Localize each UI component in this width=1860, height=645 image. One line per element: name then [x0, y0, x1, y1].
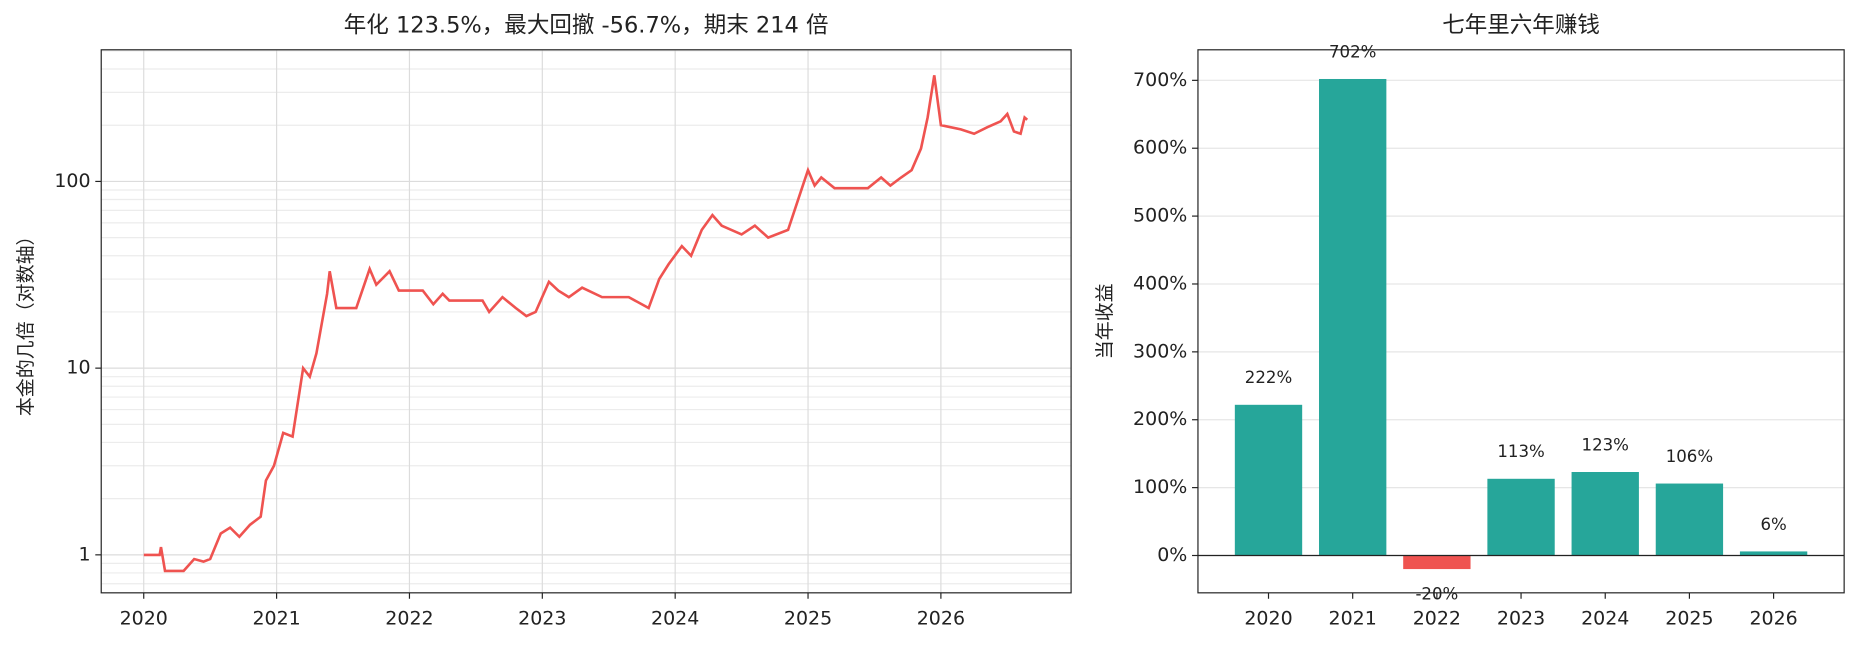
- value-label: -20%: [1415, 585, 1458, 604]
- x-tick-label: 2023: [1497, 607, 1545, 629]
- y-tick-label: 600%: [1133, 137, 1187, 159]
- y-tick-label: 100: [54, 170, 90, 192]
- y-tick-label: 10: [66, 357, 90, 379]
- plot-frame: [100, 49, 1072, 594]
- x-tick-label: 2024: [1581, 607, 1629, 629]
- value-label: 702%: [1329, 42, 1376, 61]
- x-tick-label: 2021: [252, 607, 300, 629]
- x-tick-label: 2024: [651, 607, 699, 629]
- x-tick-label: 2025: [1665, 607, 1713, 629]
- value-label: 6%: [1760, 515, 1786, 534]
- bar: [1655, 483, 1724, 556]
- y-tick-label: 100%: [1133, 476, 1187, 498]
- y-axis-label: 本金的几倍（对数轴）: [15, 226, 37, 416]
- bar: [1319, 78, 1387, 556]
- value-label: 106%: [1666, 447, 1713, 466]
- x-tick-label: 2026: [1749, 607, 1797, 629]
- bar: [1571, 472, 1639, 556]
- bar: [1403, 555, 1471, 570]
- x-tick-label: 2026: [917, 607, 965, 629]
- x-tick-label: 2025: [784, 607, 832, 629]
- y-tick-label: 700%: [1133, 69, 1187, 91]
- y-tick-label: 200%: [1133, 408, 1187, 430]
- y-axis-label: 当年收益: [1094, 283, 1116, 359]
- chart-title: 七年里六年赚钱: [1442, 13, 1600, 39]
- bar: [1739, 551, 1808, 556]
- x-tick-label: 2020: [1244, 607, 1292, 629]
- value-label: 222%: [1245, 368, 1292, 387]
- x-tick-label: 2020: [120, 607, 168, 629]
- value-label: 113%: [1497, 442, 1544, 461]
- y-tick-label: 300%: [1133, 340, 1187, 362]
- y-tick-label: 1: [78, 543, 90, 565]
- plot-frame: [1197, 49, 1845, 594]
- line: [143, 75, 1029, 573]
- chart-title: 年化 123.5%，最大回撤 -56.7%，期末 214 倍: [344, 13, 829, 39]
- bar: [1234, 404, 1303, 556]
- value-label: 123%: [1582, 435, 1629, 454]
- x-tick-label: 2022: [1413, 607, 1461, 629]
- x-tick-label: 2021: [1329, 607, 1377, 629]
- bar: [1487, 478, 1555, 556]
- y-tick-label: 500%: [1133, 205, 1187, 227]
- y-tick-label: 400%: [1133, 272, 1187, 294]
- x-tick-label: 2022: [385, 607, 433, 629]
- y-tick-label: 0%: [1157, 544, 1187, 566]
- x-tick-label: 2023: [518, 607, 566, 629]
